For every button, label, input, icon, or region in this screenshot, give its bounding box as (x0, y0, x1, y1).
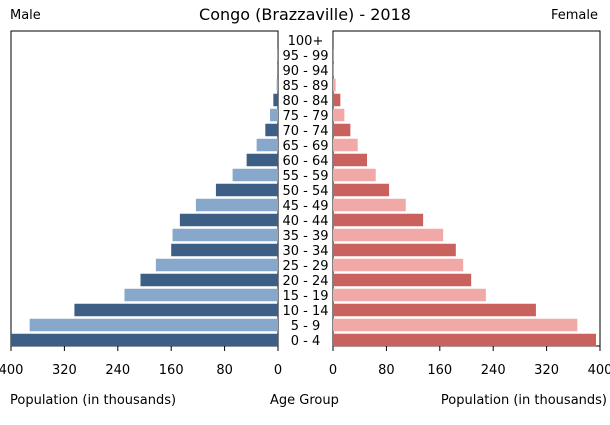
age-group-label: 65 - 69 (282, 139, 328, 154)
female-bar-0-4 (333, 333, 596, 347)
male-bar-40-44 (179, 213, 278, 227)
male-bar-65-69 (256, 138, 278, 152)
age-group-label: 30 - 34 (282, 244, 328, 259)
female-axis-tick-label: 80 (378, 363, 395, 378)
male-bar-15-19 (124, 288, 278, 302)
female-axis-tick-label: 400 (588, 363, 610, 378)
male-axis-tick-label: 320 (52, 363, 77, 378)
female-bar-10-14 (333, 303, 536, 317)
age-group-label: 75 - 79 (282, 109, 328, 124)
male-axis-tick-label: 0 (274, 363, 282, 378)
male-label: Male (10, 8, 41, 23)
age-group-label: 90 - 94 (282, 64, 328, 79)
male-bar-90-94 (277, 63, 278, 77)
age-group-label: 5 - 9 (291, 319, 321, 334)
male-axis-tick-label: 160 (159, 363, 184, 378)
age-group-label: 20 - 24 (282, 274, 328, 289)
female-label: Female (550, 8, 598, 23)
female-bar-50-54 (333, 183, 390, 197)
female-bar-65-69 (333, 138, 358, 152)
male-axis-tick-label: 240 (105, 363, 130, 378)
age-group-label: 70 - 74 (282, 124, 328, 139)
female-bar-85-89 (333, 78, 336, 92)
female-axis-tick-label: 160 (427, 363, 452, 378)
female-axis-tick-label: 320 (534, 363, 559, 378)
female-bar-15-19 (333, 288, 486, 302)
male-bar-70-74 (265, 123, 278, 137)
age-group-label: 100+ (288, 34, 324, 49)
age-group-label: 25 - 29 (282, 259, 328, 274)
male-bar-75-79 (269, 108, 278, 122)
x-axis-label-right: Population (in thousands) (440, 393, 607, 408)
age-group-label: 60 - 64 (282, 154, 328, 169)
male-bar-30-34 (171, 243, 278, 257)
age-group-label: 95 - 99 (282, 49, 328, 64)
male-bar-35-39 (172, 228, 278, 242)
female-bar-25-29 (333, 258, 464, 272)
x-axis-label-left: Population (in thousands) (10, 393, 177, 408)
female-bar-20-24 (333, 273, 472, 287)
male-bar-85-89 (276, 78, 278, 92)
female-bar-5-9 (333, 318, 578, 332)
male-axis-tick-label: 400 (0, 363, 23, 378)
male-bar-80-84 (273, 93, 278, 107)
age-group-label: 80 - 84 (282, 94, 328, 109)
male-bar-10-14 (74, 303, 278, 317)
age-group-label: 10 - 14 (282, 304, 328, 319)
male-bar-5-9 (29, 318, 278, 332)
female-axis-tick-label: 0 (329, 363, 337, 378)
age-group-label: 0 - 4 (291, 334, 321, 349)
female-bar-30-34 (333, 243, 456, 257)
age-group-label: 35 - 39 (282, 229, 328, 244)
female-bar-60-64 (333, 153, 368, 167)
female-bar-70-74 (333, 123, 351, 137)
male-axis-tick-label: 80 (216, 363, 233, 378)
female-bar-45-49 (333, 198, 406, 212)
female-bar-55-59 (333, 168, 376, 182)
male-bar-50-54 (215, 183, 278, 197)
male-bar-0-4 (11, 333, 278, 347)
age-group-label: 40 - 44 (282, 214, 328, 229)
female-bar-40-44 (333, 213, 424, 227)
female-bar-75-79 (333, 108, 345, 122)
male-bar-45-49 (195, 198, 278, 212)
female-bar-90-94 (333, 63, 334, 77)
age-group-label: 15 - 19 (282, 289, 328, 304)
female-axis-tick-label: 240 (481, 363, 506, 378)
male-bar-20-24 (140, 273, 278, 287)
female-bar-80-84 (333, 93, 341, 107)
male-bar-55-59 (232, 168, 278, 182)
age-group-label: 55 - 59 (282, 169, 328, 184)
chart-title: Congo (Brazzaville) - 2018 (199, 5, 411, 24)
age-group-label: 50 - 54 (282, 184, 328, 199)
female-bar-35-39 (333, 228, 444, 242)
male-bar-25-29 (155, 258, 278, 272)
x-axis-label-center: Age Group (270, 393, 339, 408)
age-group-label: 45 - 49 (282, 199, 328, 214)
male-bar-60-64 (246, 153, 278, 167)
age-group-label: 85 - 89 (282, 79, 328, 94)
